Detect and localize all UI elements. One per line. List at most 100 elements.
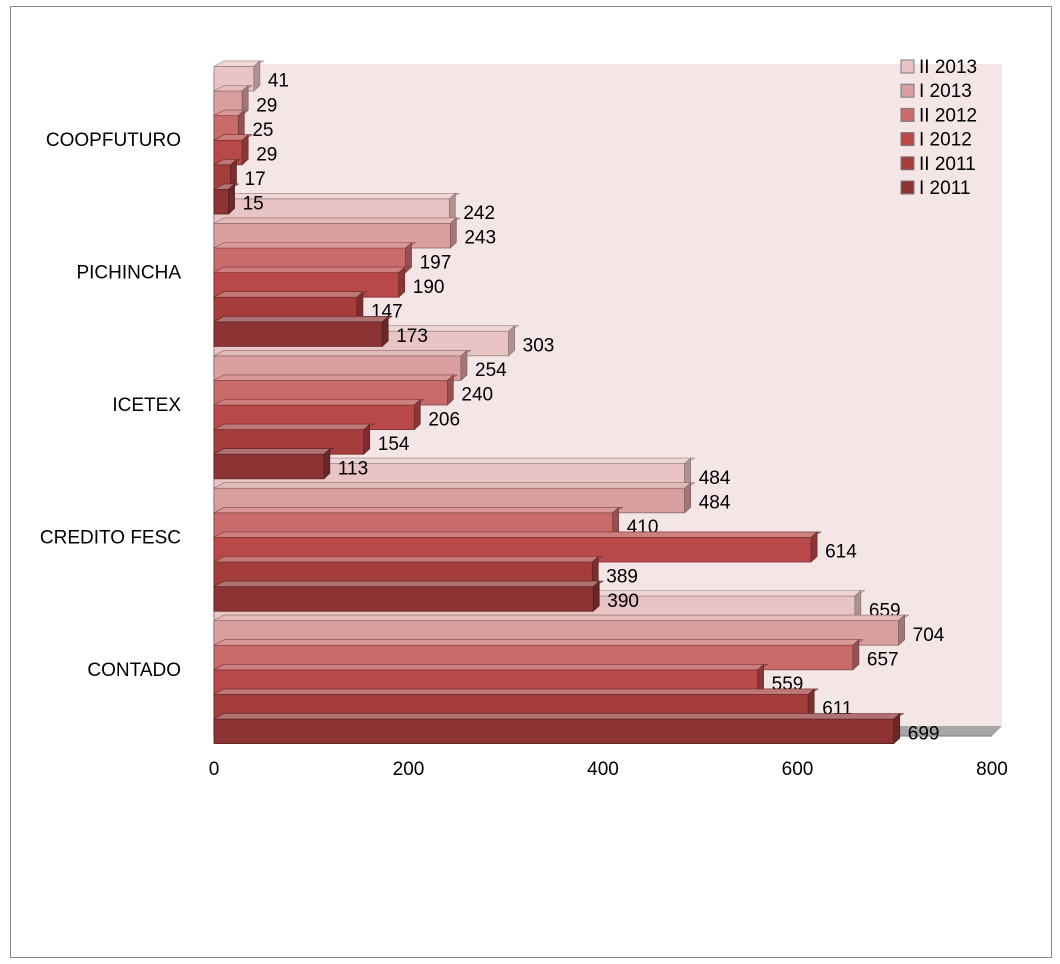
legend-swatch bbox=[900, 132, 915, 147]
bar-side bbox=[810, 531, 818, 563]
legend-item: II 2012 bbox=[900, 105, 977, 126]
bar-top bbox=[213, 639, 864, 646]
bar-side bbox=[405, 241, 412, 274]
bar-top bbox=[213, 374, 458, 381]
x-tick-label: 800 bbox=[976, 759, 1008, 780]
bar-side bbox=[893, 712, 901, 745]
bar-side bbox=[592, 580, 600, 612]
bar bbox=[213, 109, 249, 141]
x-tick-label: 600 bbox=[782, 759, 814, 780]
bar-top bbox=[213, 399, 425, 406]
legend-label: II 2012 bbox=[919, 105, 977, 126]
bar-top bbox=[213, 556, 603, 563]
data-label: 190 bbox=[413, 277, 445, 298]
bar-side bbox=[253, 60, 261, 92]
legend-item: II 2013 bbox=[900, 57, 977, 78]
bar-top bbox=[213, 349, 472, 357]
bar-top bbox=[213, 614, 909, 621]
data-label: 704 bbox=[913, 625, 945, 646]
legend-item: I 2013 bbox=[900, 81, 972, 102]
data-label: 29 bbox=[256, 95, 277, 116]
data-label: 240 bbox=[461, 385, 493, 406]
bar-top bbox=[213, 531, 822, 538]
legend-swatch bbox=[900, 180, 915, 195]
bar-top bbox=[213, 85, 253, 92]
bar-side bbox=[852, 639, 860, 671]
bar-top bbox=[213, 448, 335, 455]
bar-side bbox=[450, 217, 457, 249]
data-label: 29 bbox=[256, 145, 277, 166]
chart-frame: 0 200 400 600 800 CONTADO 659 704 657 559 611 699 CR… bbox=[10, 6, 1052, 958]
data-label: 390 bbox=[607, 591, 639, 612]
data-label: 41 bbox=[268, 71, 289, 92]
data-label: 657 bbox=[867, 650, 899, 671]
x-tick-label: 0 bbox=[209, 759, 220, 780]
bar-side bbox=[398, 266, 406, 298]
data-label: 303 bbox=[523, 336, 555, 357]
bar-side bbox=[447, 374, 454, 406]
bar bbox=[213, 712, 904, 745]
data-label: 25 bbox=[252, 120, 273, 141]
data-label: 17 bbox=[245, 169, 266, 190]
legend-label: I 2013 bbox=[919, 81, 972, 102]
bar-top bbox=[213, 423, 374, 430]
bar bbox=[213, 580, 604, 612]
bar bbox=[213, 448, 335, 480]
bar bbox=[213, 60, 265, 92]
bar-top bbox=[213, 315, 393, 323]
category-label: CREDITO FESC bbox=[40, 527, 181, 548]
data-label: 484 bbox=[699, 493, 731, 514]
bar-side bbox=[381, 315, 389, 348]
bar-top bbox=[213, 506, 623, 514]
bar bbox=[213, 315, 393, 348]
bar-side bbox=[228, 183, 235, 215]
data-label: 254 bbox=[475, 360, 507, 381]
bar-side bbox=[363, 423, 371, 455]
bar-side bbox=[460, 349, 468, 382]
legend-label: I 2012 bbox=[919, 130, 972, 151]
data-label: 389 bbox=[606, 566, 638, 587]
bar-side bbox=[508, 325, 515, 357]
bar-top bbox=[213, 242, 416, 249]
bar-side bbox=[241, 134, 249, 166]
category-label: ICETEX bbox=[112, 395, 181, 416]
bar-side bbox=[323, 448, 331, 480]
bar-top bbox=[213, 713, 904, 720]
data-label: 206 bbox=[428, 409, 460, 430]
legend-item: I 2012 bbox=[900, 130, 972, 151]
bar-top bbox=[213, 159, 241, 166]
bar-top bbox=[213, 183, 239, 190]
legend-swatch bbox=[900, 107, 915, 122]
bar-top bbox=[213, 266, 409, 273]
bar-side bbox=[898, 614, 905, 646]
bar-side bbox=[684, 482, 691, 514]
bar bbox=[213, 158, 241, 191]
bar bbox=[213, 183, 239, 215]
bar-side bbox=[414, 398, 421, 431]
data-label: 15 bbox=[243, 194, 264, 215]
bar-front bbox=[213, 188, 229, 215]
bar-chart: 0 200 400 600 800CONTADO659704657559611699CR… bbox=[40, 57, 1008, 780]
bar-front bbox=[213, 321, 383, 347]
legend-swatch bbox=[900, 156, 915, 171]
category-label: CONTADO bbox=[87, 660, 181, 681]
bar-top bbox=[213, 663, 768, 671]
category-label: PICHINCHA bbox=[76, 263, 181, 284]
data-label: 699 bbox=[908, 723, 940, 744]
data-label: 173 bbox=[396, 326, 428, 347]
legend-item: I 2011 bbox=[900, 178, 970, 199]
x-tick-label: 200 bbox=[393, 759, 425, 780]
data-label: 113 bbox=[338, 459, 368, 480]
legend-label: II 2013 bbox=[919, 57, 977, 78]
bar-top bbox=[213, 580, 604, 587]
legend-item: II 2011 bbox=[900, 154, 976, 175]
legend-label: II 2011 bbox=[919, 154, 976, 175]
x-tick-label: 400 bbox=[587, 759, 619, 780]
legend-label: I 2011 bbox=[919, 178, 970, 199]
bar-top bbox=[213, 482, 695, 489]
bar bbox=[213, 84, 253, 117]
category-label: COOPFUTURO bbox=[46, 130, 181, 151]
bar-top bbox=[213, 217, 461, 224]
bar-front bbox=[213, 718, 895, 745]
bar-front bbox=[213, 453, 325, 480]
